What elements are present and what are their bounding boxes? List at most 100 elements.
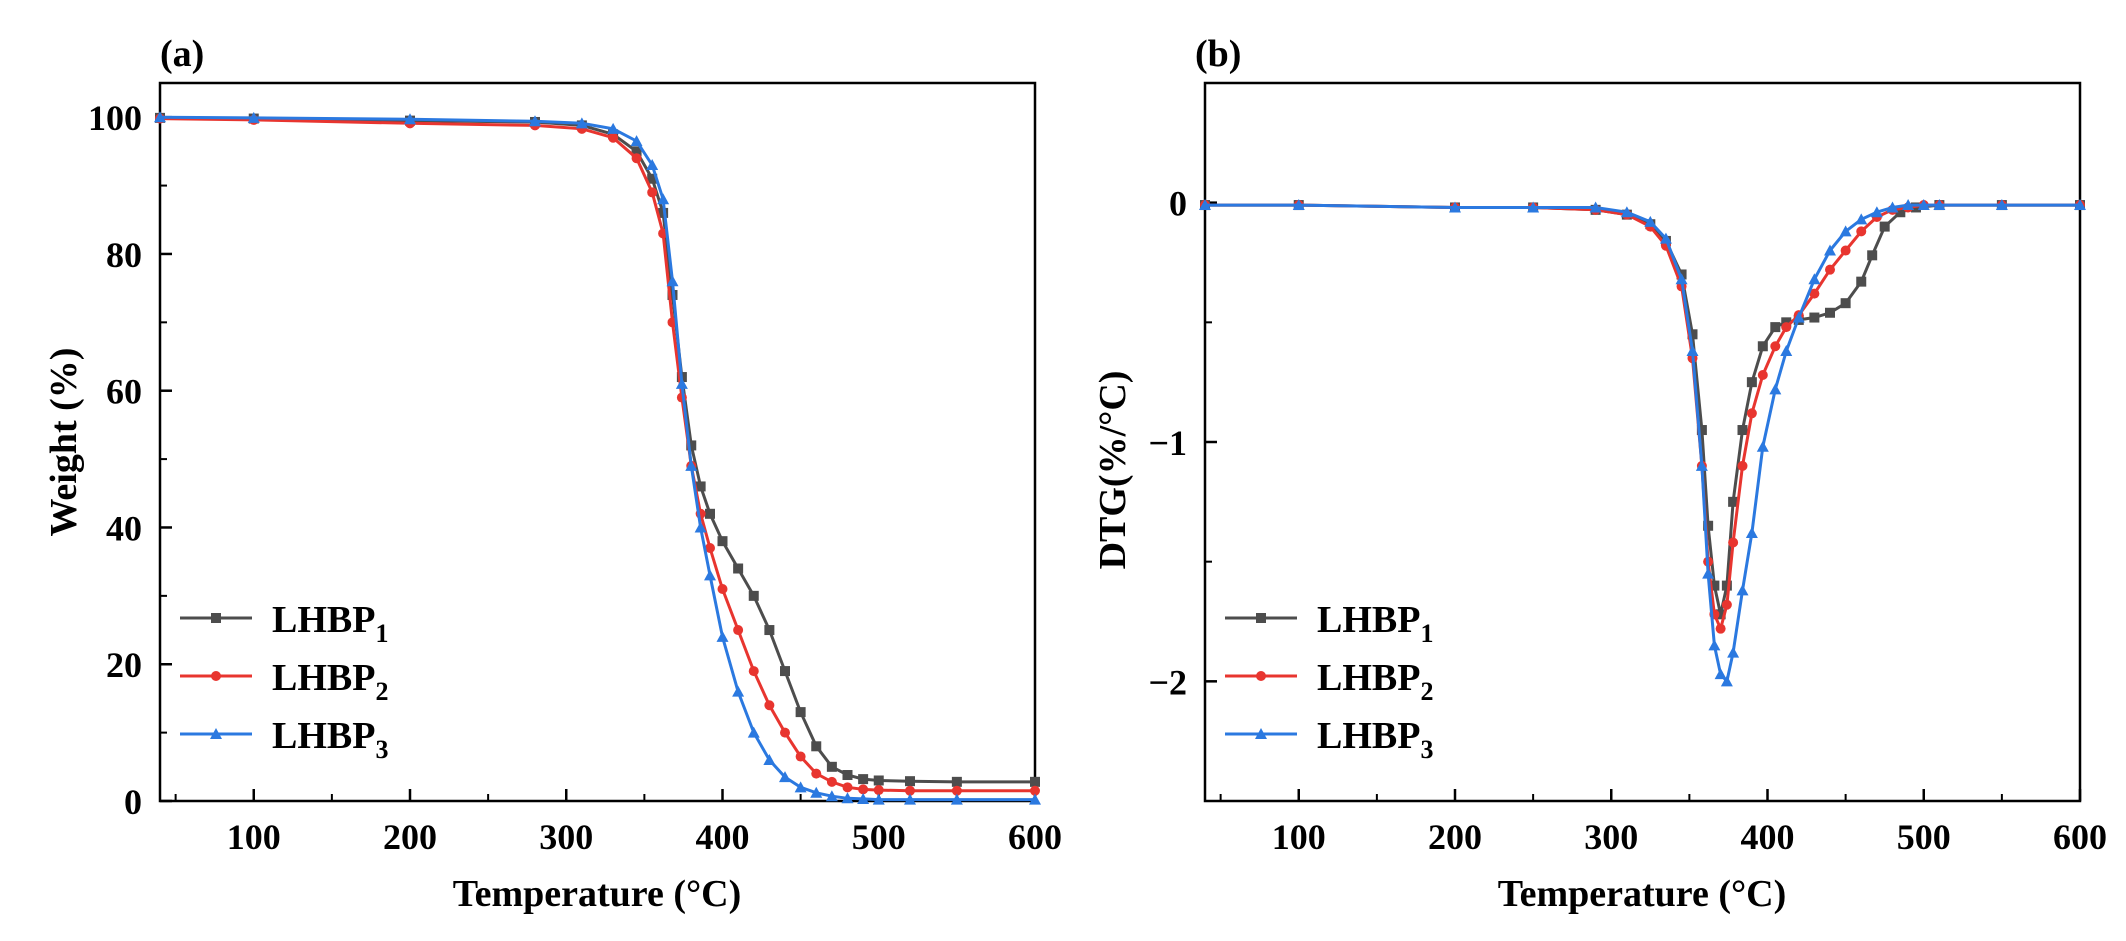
data-point-b-2-21 [1792,311,1805,323]
data-point-b-2-32 [2074,199,2086,211]
x-tick-label-b-3: 400 [1741,817,1795,857]
legend-b: LHBP1 LHBP2 LHBP3 [1225,599,1433,764]
data-point-b-2-19 [1769,383,1782,395]
data-point-b-0-12 [1709,580,1720,591]
data-point-b-2-12 [1708,639,1721,651]
panel-a: (a) 100 200 300 400 500 600 0 20 40 60 80 100 Tempe… [43,33,1062,915]
legend-label-a-1: LHBP2 [272,657,388,706]
legend-subscript-a-2: 3 [375,735,388,764]
data-point-a-2-6 [630,135,643,147]
data-point-b-0-19 [1770,322,1781,333]
data-point-a-2-21 [825,790,838,802]
data-point-b-0-14 [1721,580,1732,591]
x-axis-title-a: Temperature (°C) [453,873,742,915]
x-tick-label-a-4: 500 [852,817,906,857]
data-point-a-2-25 [904,793,916,805]
legend-label-a-0: LHBP1 [272,599,388,648]
data-point-b-2-30 [1933,199,1946,211]
data-point-b-1-19 [1770,341,1781,352]
data-point-a-1-14 [717,584,728,595]
data-point-b-0-24 [1840,298,1851,309]
data-point-a-2-2 [404,113,416,125]
data-point-b-2-15 [1727,646,1740,658]
data-point-a-1-6 [631,153,642,164]
data-point-b-2-22 [1808,273,1821,285]
data-point-a-1-25 [905,785,915,796]
data-point-a-1-26 [951,785,962,796]
x-tick-label-b-4: 500 [1897,817,1951,857]
data-point-b-2-9 [1686,345,1699,357]
y-tick-label-a-1: 20 [106,645,142,685]
data-point-a-0-18 [780,666,790,677]
data-point-b-2-0 [1199,199,1211,211]
data-point-b-1-18 [1757,369,1768,380]
data-point-b-2-16 [1736,584,1749,596]
legend-subscript-b-0: 1 [1420,619,1433,648]
data-point-b-1-16 [1737,460,1748,471]
data-point-a-0-19 [795,707,806,718]
data-point-a-0-26 [951,776,962,787]
x-tick-label-a-1: 200 [383,817,437,857]
data-point-a-1-23 [858,784,869,795]
data-point-b-2-11 [1702,567,1715,579]
data-point-b-0-16 [1737,425,1748,436]
legend-subscript-b-1: 2 [1420,677,1433,706]
data-point-a-0-6 [631,146,642,157]
data-point-a-2-3 [529,115,541,127]
series-line-a-1 [159,117,1035,793]
data-point-a-1-17 [764,700,775,711]
data-point-b-2-31 [1995,199,2008,211]
data-point-a-0-17 [764,625,775,636]
data-point-a-2-5 [607,122,620,134]
data-point-a-1-22 [842,782,853,793]
data-point-b-0-10 [1696,425,1707,436]
data-point-a-2-0 [154,111,166,123]
y-tick-label-b-0: 0 [1169,184,1187,224]
legend-marker-a-1 [211,671,221,681]
x-tick-label-a-2: 300 [539,817,593,857]
data-point-b-2-10 [1695,459,1708,471]
y-tick-label-a-5: 100 [88,98,142,138]
data-point-a-2-12 [694,521,707,533]
data-point-b-2-29 [1917,199,1930,211]
data-point-b-0-17 [1746,377,1757,388]
series-line-a-0 [159,116,1035,784]
x-tick-label-a-3: 400 [696,817,750,857]
data-point-a-2-19 [794,781,807,793]
data-point-b-0-11 [1703,520,1714,531]
data-point-a-2-1 [247,111,260,123]
data-point-a-1-15 [733,625,744,636]
data-point-a-0-21 [826,761,837,772]
data-point-b-2-26 [1870,206,1883,218]
data-point-b-1-25 [1856,226,1867,237]
data-point-a-2-13 [704,569,716,581]
legend-subscript-b-2: 3 [1420,735,1433,764]
data-point-b-2-24 [1839,225,1852,237]
data-point-a-2-14 [716,630,729,642]
data-point-b-0-28 [1895,207,1906,218]
x-axis-title-b: Temperature (°C) [1498,873,1787,915]
data-point-a-1-7 [647,187,658,198]
panel-label-b: (b) [1195,33,1241,75]
data-point-a-2-20 [810,786,823,798]
data-point-b-2-25 [1855,213,1868,225]
data-point-b-2-28 [1902,199,1915,211]
data-point-a-2-16 [747,726,760,738]
data-point-b-0-13 [1715,609,1726,620]
data-point-b-2-13 [1714,668,1727,680]
data-point-a-0-22 [842,770,853,781]
legend-marker-a-2 [210,728,222,739]
data-point-a-0-7 [647,173,658,184]
legend-subscript-a-1: 2 [375,677,388,706]
data-point-b-2-17 [1745,526,1758,538]
data-point-b-0-23 [1825,307,1835,318]
y-tick-label-b-1: −1 [1148,423,1187,463]
data-point-b-2-5 [1620,206,1633,218]
data-point-a-2-8 [657,193,670,205]
data-point-a-1-21 [826,776,837,787]
data-point-b-2-14 [1720,675,1733,687]
data-point-a-0-16 [748,590,759,601]
data-point-a-2-24 [872,793,885,805]
series-b [1199,199,2086,687]
data-point-a-2-27 [1029,793,1041,805]
